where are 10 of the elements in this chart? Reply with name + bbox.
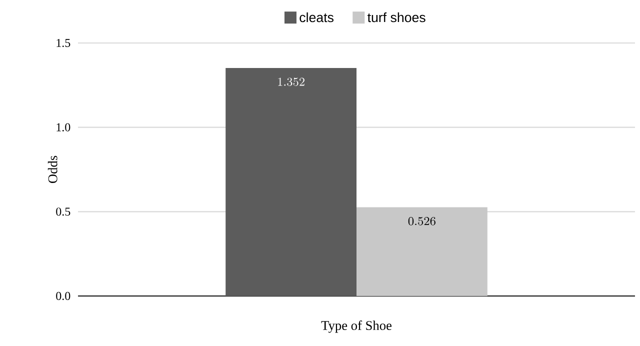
legend-label: cleats: [300, 12, 334, 22]
y-tick-label: 0.0: [56, 292, 70, 300]
y-tick-label: 1.0: [56, 123, 70, 132]
legend-label: turf shoes: [368, 12, 426, 22]
y-tick-label: 1.5: [56, 38, 70, 48]
y-axis-title: Odds: [48, 156, 58, 184]
y-tick-label: 0.5: [56, 208, 70, 216]
x-axis-title: Type of Shoe: [321, 320, 392, 333]
data-label: 0.526: [408, 217, 436, 226]
data-label: 1 .352: [278, 78, 304, 86]
